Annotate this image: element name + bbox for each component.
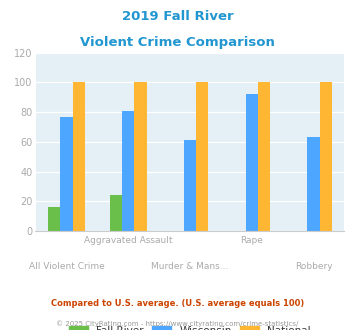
Bar xyxy=(110,195,122,231)
Text: Murder & Mans...: Murder & Mans... xyxy=(151,262,229,271)
Text: All Violent Crime: All Violent Crime xyxy=(28,262,104,271)
Bar xyxy=(196,82,208,231)
Bar xyxy=(246,94,258,231)
Text: Robbery: Robbery xyxy=(295,262,332,271)
Bar xyxy=(48,207,60,231)
Text: 2019 Fall River: 2019 Fall River xyxy=(122,10,233,23)
Bar xyxy=(184,140,196,231)
Bar xyxy=(122,111,134,231)
Bar xyxy=(320,82,332,231)
Text: Violent Crime Comparison: Violent Crime Comparison xyxy=(80,36,275,49)
Text: Compared to U.S. average. (U.S. average equals 100): Compared to U.S. average. (U.S. average … xyxy=(51,299,304,308)
Bar xyxy=(72,82,85,231)
Bar xyxy=(258,82,270,231)
Text: © 2025 CityRating.com - https://www.cityrating.com/crime-statistics/: © 2025 CityRating.com - https://www.city… xyxy=(56,320,299,327)
Bar xyxy=(307,137,320,231)
Bar xyxy=(134,82,147,231)
Bar xyxy=(60,116,72,231)
Legend: Fall River, Wisconsin, National: Fall River, Wisconsin, National xyxy=(69,326,311,330)
